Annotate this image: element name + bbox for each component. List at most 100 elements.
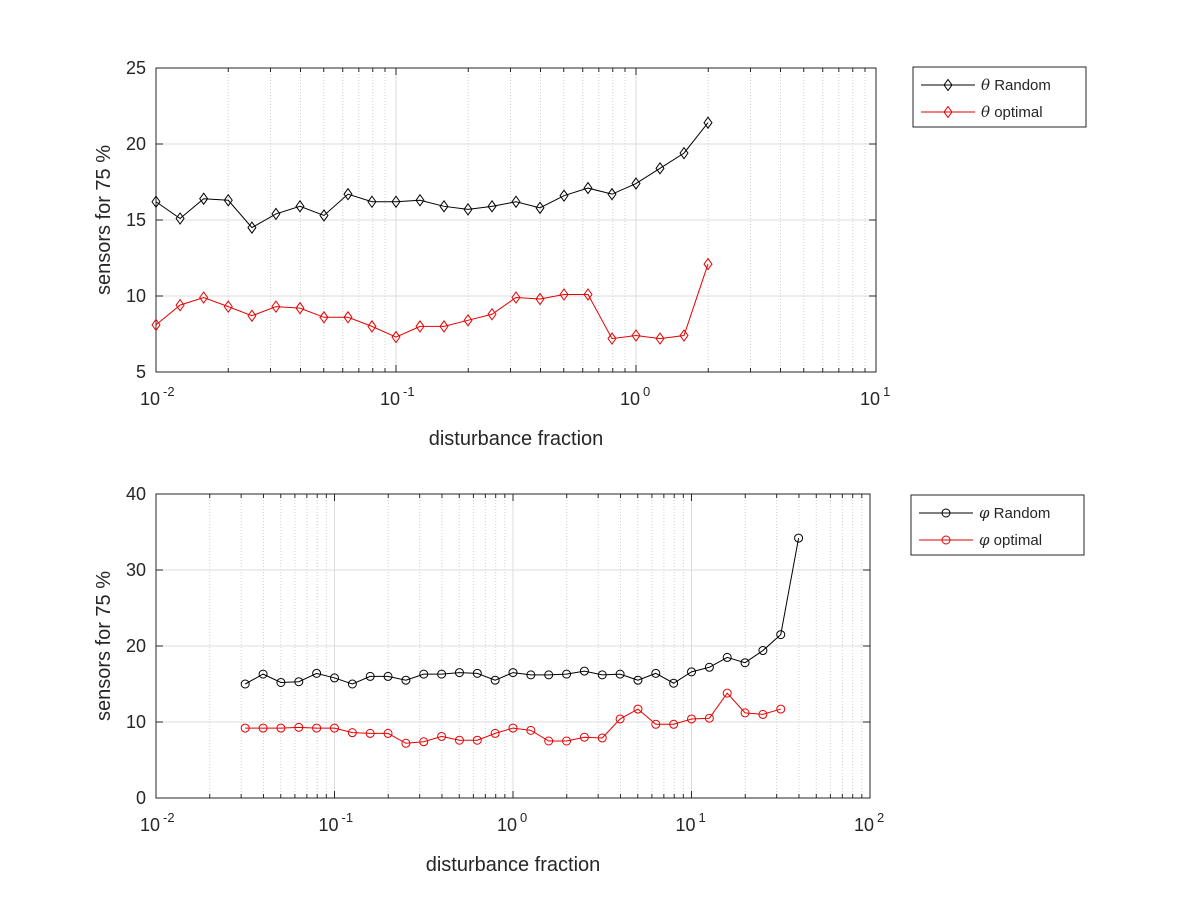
y-axis-label: sensors for 75 % — [93, 571, 115, 721]
data-point — [651, 719, 661, 729]
data-point — [703, 257, 713, 271]
data-point — [199, 192, 209, 206]
data-point — [367, 195, 377, 209]
legend-box — [910, 494, 1085, 556]
ticks — [155, 67, 877, 373]
y-tick-label: 10 — [126, 286, 146, 306]
data-point — [703, 116, 713, 130]
data-point — [415, 193, 425, 207]
data-point — [319, 209, 329, 222]
series-optimal — [151, 257, 713, 345]
series-optimal — [240, 688, 786, 748]
data-point — [583, 181, 593, 195]
data-point — [258, 669, 268, 679]
data-point — [943, 78, 953, 92]
data-point — [758, 646, 768, 656]
data-point — [583, 288, 593, 301]
data-point — [276, 677, 286, 687]
data-point — [615, 669, 625, 679]
data-point — [295, 199, 305, 213]
data-point — [312, 723, 322, 733]
data-point — [419, 737, 429, 747]
y-tick-label: 40 — [126, 484, 146, 504]
data-point — [319, 310, 329, 324]
data-point — [401, 738, 411, 748]
data-point — [199, 291, 209, 304]
x-tick-label: 10 — [854, 815, 874, 835]
data-point — [437, 669, 447, 679]
data-point — [487, 307, 497, 321]
data-point — [454, 668, 464, 678]
data-point — [597, 733, 607, 743]
data-point — [535, 201, 545, 215]
data-point — [439, 320, 449, 333]
data-point — [365, 671, 375, 681]
data-point — [258, 723, 268, 733]
data-point — [631, 329, 641, 342]
data-point — [776, 630, 786, 640]
data-point — [669, 678, 679, 688]
data-point — [295, 301, 305, 315]
data-point — [597, 670, 607, 680]
y-tick-label: 15 — [126, 210, 146, 230]
data-point — [490, 728, 500, 738]
data-point — [312, 668, 322, 678]
data-point — [526, 670, 536, 680]
data-point — [271, 300, 281, 313]
data-point — [687, 714, 696, 724]
y-tick-label: 30 — [126, 560, 146, 580]
data-point — [740, 708, 750, 718]
data-point — [794, 533, 804, 543]
data-point — [740, 658, 750, 668]
x-tick-label-exponent: -2 — [163, 810, 175, 825]
y-tick-label: 25 — [126, 58, 146, 78]
x-tick-label: 10 — [497, 815, 517, 835]
data-point — [651, 668, 661, 678]
x-tick-label: 10 — [140, 815, 160, 835]
legend-box — [912, 66, 1087, 128]
series-random — [240, 533, 804, 689]
data-point — [472, 668, 482, 678]
data-point — [633, 704, 643, 714]
data-point — [151, 318, 161, 332]
x-tick-label-exponent: 1 — [883, 384, 890, 399]
data-point — [367, 320, 377, 333]
data-point — [223, 193, 233, 207]
data-point — [343, 187, 353, 201]
data-point — [463, 313, 473, 327]
data-point — [544, 670, 554, 680]
data-point — [544, 736, 554, 746]
legend-label: φ optimal — [979, 531, 1042, 549]
data-point — [151, 195, 161, 209]
data-point — [276, 723, 286, 733]
data-point — [439, 199, 449, 213]
data-point — [437, 731, 447, 741]
data-point — [776, 704, 786, 714]
x-tick-label-exponent: -1 — [403, 384, 415, 399]
data-point — [704, 662, 714, 672]
data-point — [511, 291, 521, 304]
series-line — [244, 537, 800, 685]
data-point — [508, 723, 518, 733]
x-tick-label: 10 — [620, 389, 640, 409]
series-line — [245, 692, 781, 744]
data-point — [508, 668, 518, 678]
x-tick-label: 10 — [380, 389, 400, 409]
data-point — [365, 728, 375, 738]
data-point — [559, 288, 569, 301]
y-tick-label: 20 — [126, 134, 146, 154]
data-point — [511, 195, 521, 209]
legend-label: θ optimal — [981, 103, 1043, 121]
data-point — [294, 677, 304, 687]
data-point — [758, 709, 768, 719]
data-point — [271, 207, 281, 221]
data-point — [579, 666, 589, 676]
ticks — [155, 493, 871, 799]
data-point — [579, 732, 589, 742]
data-point — [347, 679, 357, 689]
x-tick-label-exponent: -2 — [163, 384, 175, 399]
x-tick-label: 10 — [140, 389, 160, 409]
y-tick-label: 20 — [126, 636, 146, 656]
